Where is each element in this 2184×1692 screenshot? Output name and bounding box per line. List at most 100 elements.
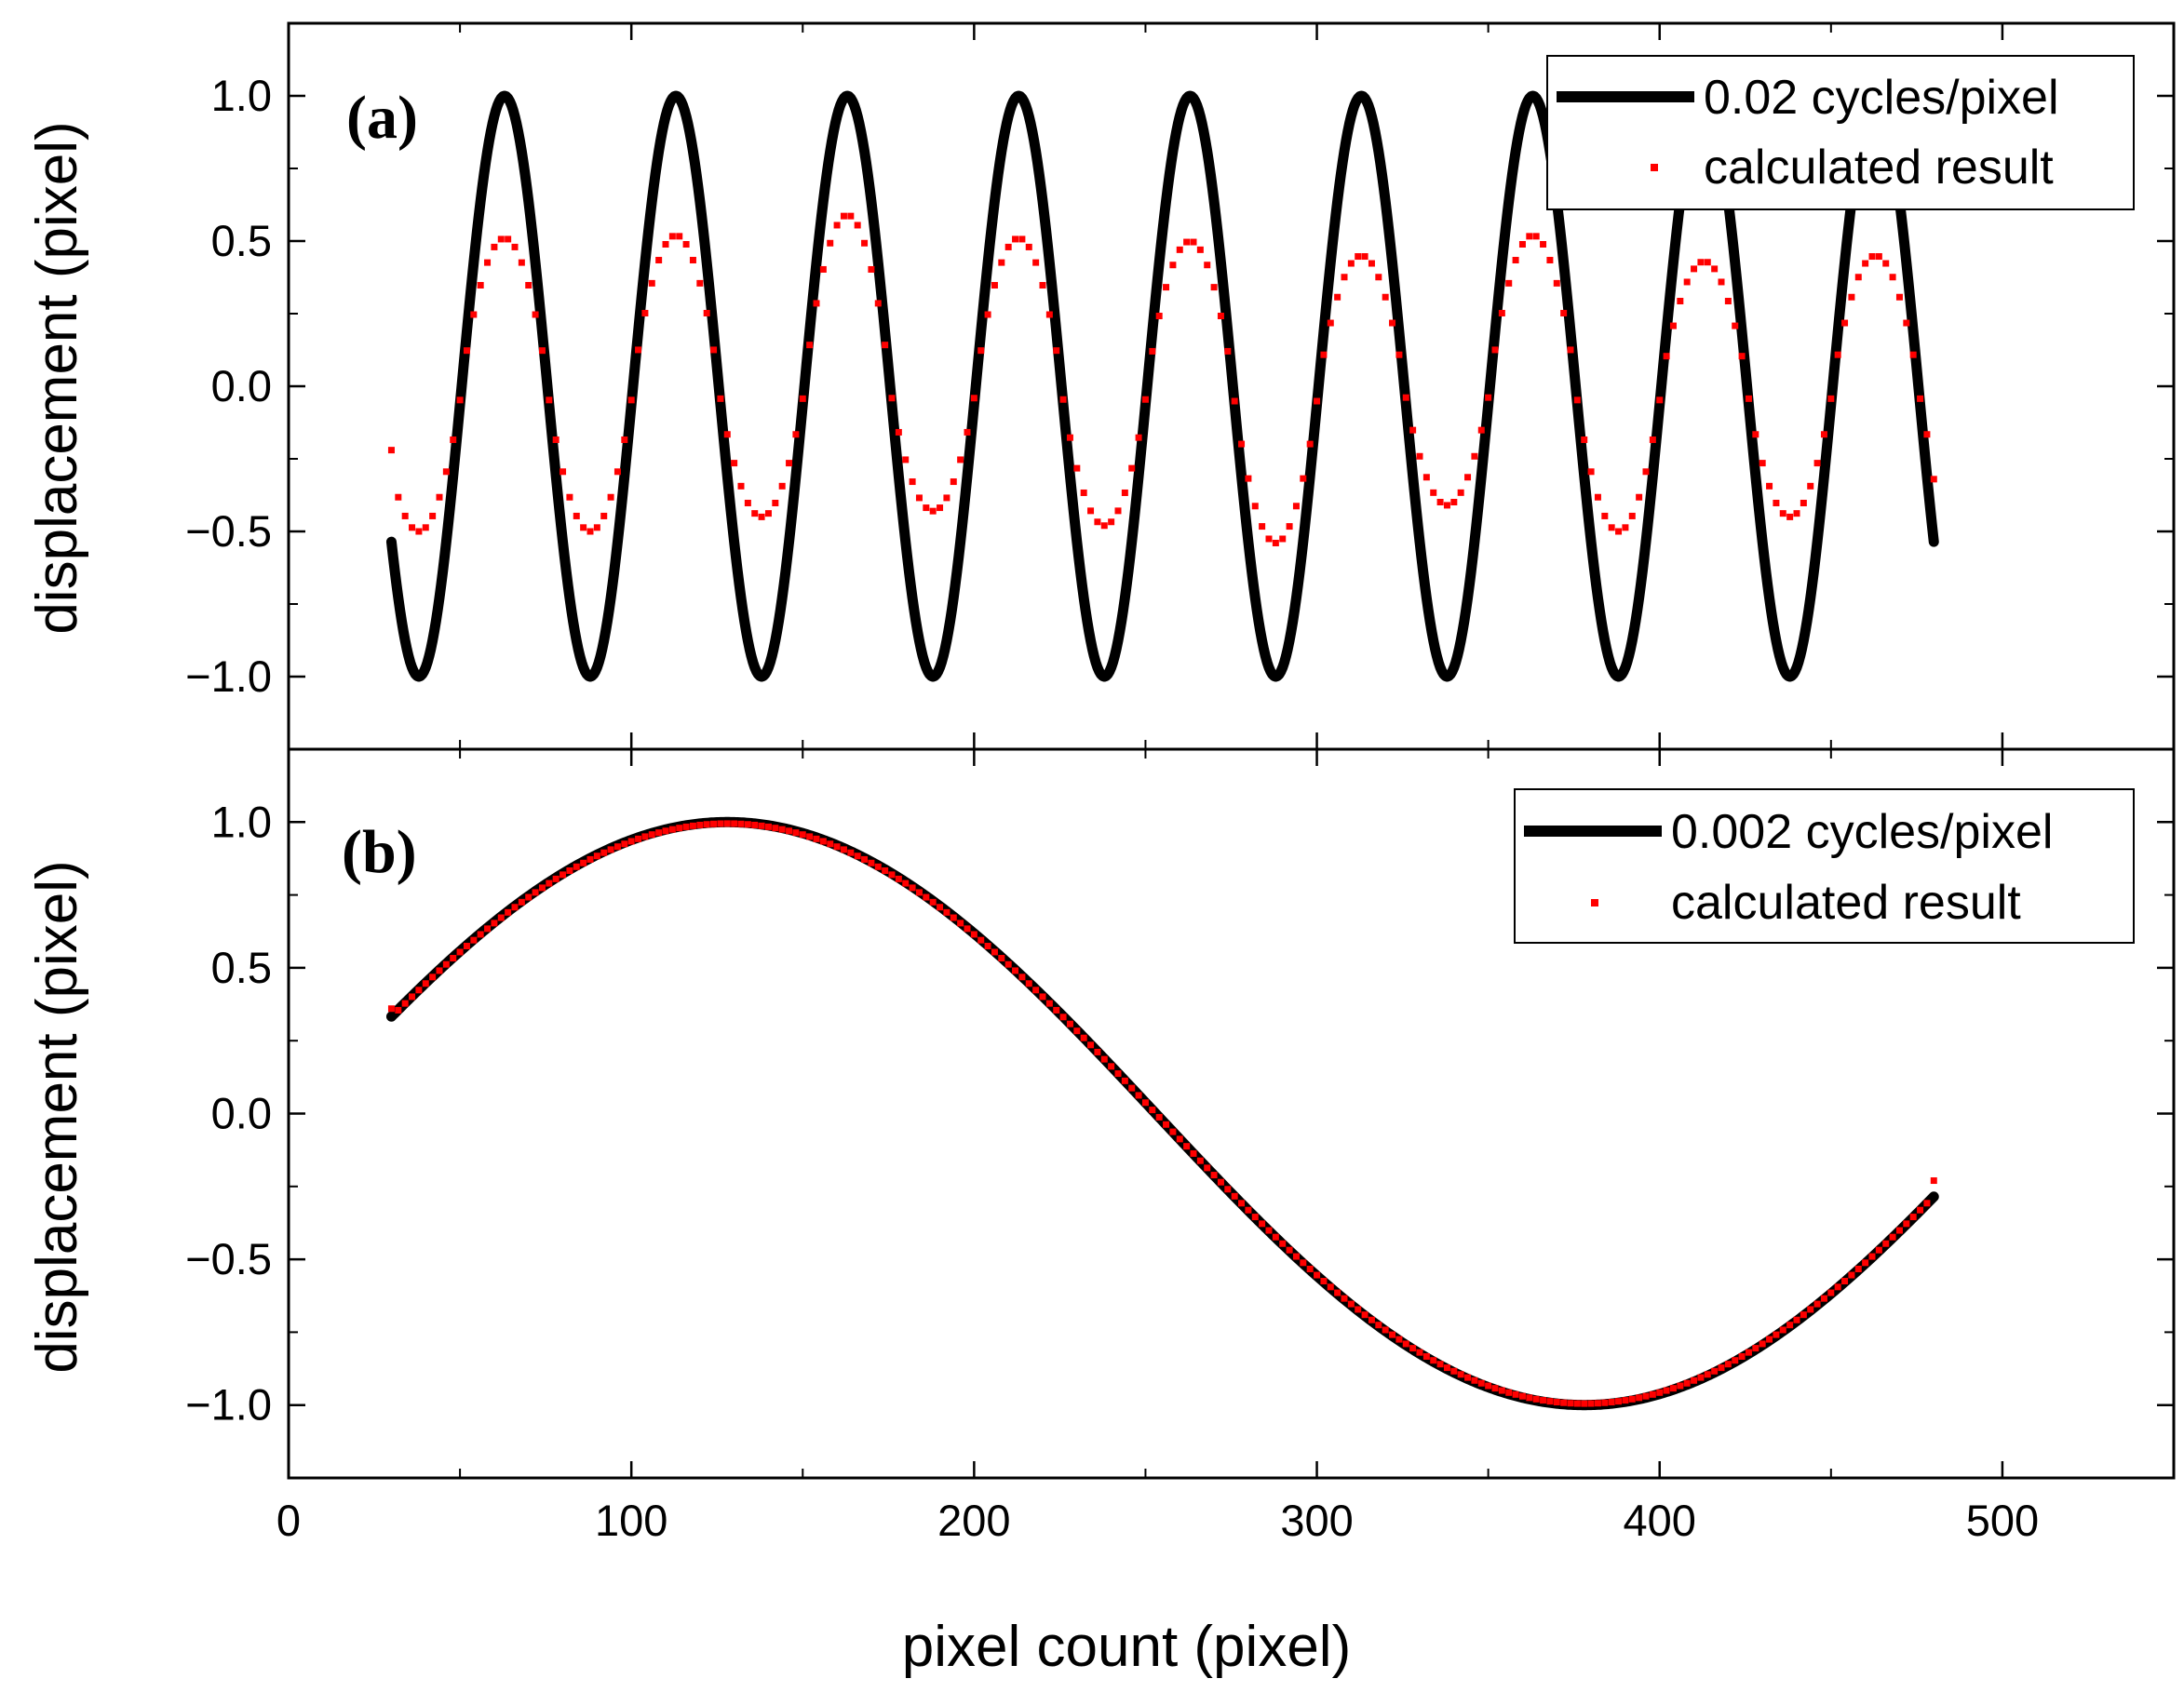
data-point-b bbox=[833, 843, 841, 851]
data-point-b bbox=[737, 820, 745, 827]
data-point-a bbox=[1793, 510, 1800, 517]
data-point-b bbox=[1375, 1322, 1382, 1329]
data-point-a bbox=[484, 259, 492, 266]
data-point-b bbox=[895, 875, 902, 882]
data-point-b bbox=[984, 943, 991, 950]
data-point-b bbox=[1094, 1048, 1101, 1055]
data-point-b bbox=[1224, 1186, 1232, 1193]
y-tick-label: 0.0 bbox=[211, 361, 272, 410]
data-point-b bbox=[1766, 1336, 1773, 1343]
data-point-a bbox=[1594, 493, 1601, 501]
data-point-a bbox=[1813, 460, 1821, 467]
data-point-b bbox=[518, 898, 525, 906]
data-point-a bbox=[422, 524, 429, 531]
panel-a-axes: −1.0 −0.5 0.0 0.5 1.0 bbox=[185, 21, 2176, 751]
data-point-b bbox=[1361, 1311, 1368, 1319]
data-point-b bbox=[395, 1006, 402, 1014]
data-point-b bbox=[1752, 1345, 1759, 1352]
data-point-a bbox=[1292, 503, 1300, 510]
data-point-a bbox=[635, 346, 642, 354]
data-point-b bbox=[1204, 1164, 1211, 1172]
data-point-b bbox=[882, 867, 889, 874]
panel-b-y-axis-title: displacement (pixel) bbox=[25, 860, 89, 1373]
data-point-b bbox=[950, 914, 957, 921]
data-point-a bbox=[758, 513, 765, 520]
data-point-a bbox=[1820, 431, 1827, 438]
panel-a-legend-box bbox=[1546, 55, 2135, 210]
data-point-b bbox=[964, 925, 971, 933]
data-point-a bbox=[1601, 512, 1609, 519]
data-point-a bbox=[957, 456, 964, 463]
data-point-b bbox=[648, 831, 655, 839]
data-point-a bbox=[1039, 281, 1046, 289]
data-point-a bbox=[580, 524, 587, 531]
data-point-a bbox=[1786, 513, 1794, 520]
data-point-a bbox=[593, 524, 600, 531]
data-point-a bbox=[1087, 507, 1095, 515]
data-point-b bbox=[847, 849, 855, 856]
data-point-b bbox=[1341, 1295, 1348, 1302]
data-point-b bbox=[456, 948, 464, 956]
panel-b-label: (b) bbox=[342, 818, 417, 886]
data-point-b bbox=[888, 871, 896, 879]
data-point-a bbox=[586, 528, 594, 535]
data-point-a bbox=[682, 241, 690, 248]
data-point-b bbox=[819, 838, 827, 845]
data-point-a bbox=[1477, 426, 1485, 434]
data-point-b bbox=[1450, 1367, 1458, 1375]
data-point-a bbox=[1355, 253, 1362, 261]
data-point-a bbox=[546, 396, 553, 404]
data-point-b bbox=[977, 936, 985, 944]
data-point-a bbox=[1691, 265, 1698, 273]
y-tick-label: −0.5 bbox=[185, 1234, 272, 1283]
data-point-a bbox=[1895, 293, 1903, 301]
data-point-b bbox=[1683, 1379, 1691, 1387]
panel-b-data-layer bbox=[385, 816, 1939, 1411]
data-point-a bbox=[1875, 253, 1882, 261]
data-point-b bbox=[1402, 1340, 1409, 1348]
data-point-a bbox=[1724, 298, 1732, 305]
data-point-a bbox=[1436, 499, 1444, 505]
data-point-a bbox=[1368, 260, 1375, 267]
data-point-b bbox=[861, 855, 869, 863]
data-point-a bbox=[915, 494, 923, 502]
data-point-b bbox=[1025, 980, 1032, 987]
data-point-b bbox=[613, 843, 621, 851]
panel-b-legend-box bbox=[1514, 788, 2135, 944]
data-point-b bbox=[1560, 1399, 1568, 1406]
data-point-b bbox=[1882, 1240, 1890, 1247]
data-point-a bbox=[1759, 460, 1766, 467]
data-point-b bbox=[1259, 1220, 1266, 1228]
data-point-b bbox=[1066, 1020, 1073, 1027]
data-point-a bbox=[1711, 265, 1719, 273]
data-point-b bbox=[1464, 1374, 1472, 1381]
data-point-a bbox=[1615, 528, 1623, 535]
data-point-a bbox=[1025, 243, 1032, 250]
data-point-b bbox=[786, 827, 793, 835]
data-point-b bbox=[1100, 1055, 1108, 1063]
data-point-b bbox=[1854, 1265, 1862, 1272]
data-point-a bbox=[1532, 233, 1540, 240]
data-point-b bbox=[957, 920, 964, 927]
data-point-a bbox=[1526, 233, 1533, 240]
data-point-b bbox=[929, 898, 937, 906]
data-point-a bbox=[1573, 396, 1581, 404]
x-tick-label: 100 bbox=[595, 1496, 667, 1545]
data-point-a bbox=[1251, 503, 1259, 510]
data-point-b bbox=[991, 948, 998, 956]
data-point-b bbox=[813, 835, 820, 842]
data-point-b bbox=[1917, 1206, 1924, 1214]
data-point-a bbox=[1141, 396, 1149, 403]
data-point-a bbox=[1518, 241, 1526, 248]
data-point-b bbox=[1669, 1385, 1677, 1392]
data-point-b bbox=[1053, 1006, 1060, 1014]
data-point-a bbox=[731, 460, 738, 467]
data-point-a bbox=[491, 243, 498, 250]
data-point-b bbox=[943, 908, 950, 916]
data-point-a bbox=[1930, 476, 1937, 483]
data-point-a bbox=[573, 512, 580, 519]
data-point-a bbox=[1375, 274, 1382, 281]
data-point-b bbox=[559, 871, 567, 879]
data-point-a bbox=[799, 395, 806, 402]
